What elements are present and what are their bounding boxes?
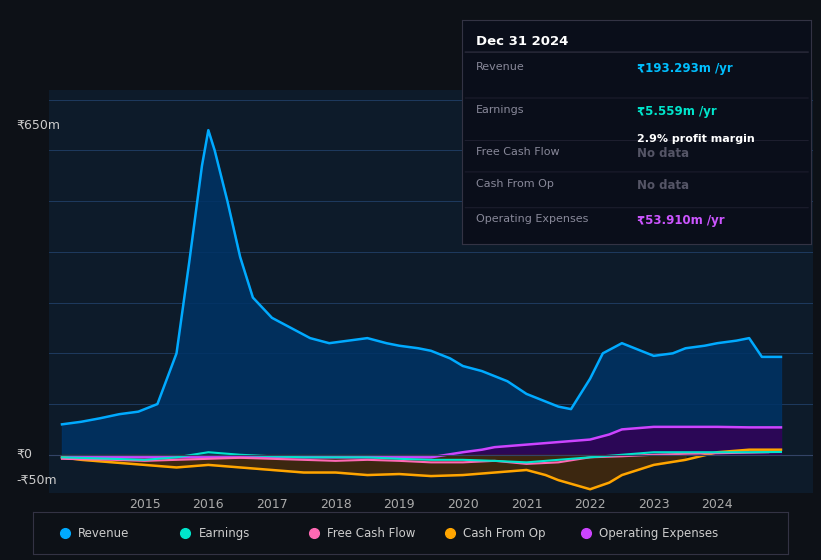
Text: Operating Expenses: Operating Expenses — [599, 527, 718, 540]
Text: Earnings: Earnings — [199, 527, 250, 540]
Text: Revenue: Revenue — [476, 62, 525, 72]
Text: ₹650m: ₹650m — [16, 119, 61, 132]
Text: Earnings: Earnings — [476, 105, 525, 115]
Text: -₹50m: -₹50m — [16, 474, 57, 487]
Text: 2.9% profit margin: 2.9% profit margin — [637, 134, 754, 144]
Text: ₹193.293m /yr: ₹193.293m /yr — [637, 62, 732, 75]
Text: No data: No data — [637, 179, 689, 192]
Text: Revenue: Revenue — [78, 527, 130, 540]
Text: Cash From Op: Cash From Op — [463, 527, 546, 540]
Text: Free Cash Flow: Free Cash Flow — [328, 527, 415, 540]
Text: ₹5.559m /yr: ₹5.559m /yr — [637, 105, 717, 118]
Text: Operating Expenses: Operating Expenses — [476, 214, 589, 225]
Text: Dec 31 2024: Dec 31 2024 — [476, 35, 569, 48]
Text: Free Cash Flow: Free Cash Flow — [476, 147, 560, 157]
Text: No data: No data — [637, 147, 689, 160]
Text: ₹0: ₹0 — [16, 448, 32, 461]
Text: ₹53.910m /yr: ₹53.910m /yr — [637, 214, 724, 227]
Text: Cash From Op: Cash From Op — [476, 179, 554, 189]
